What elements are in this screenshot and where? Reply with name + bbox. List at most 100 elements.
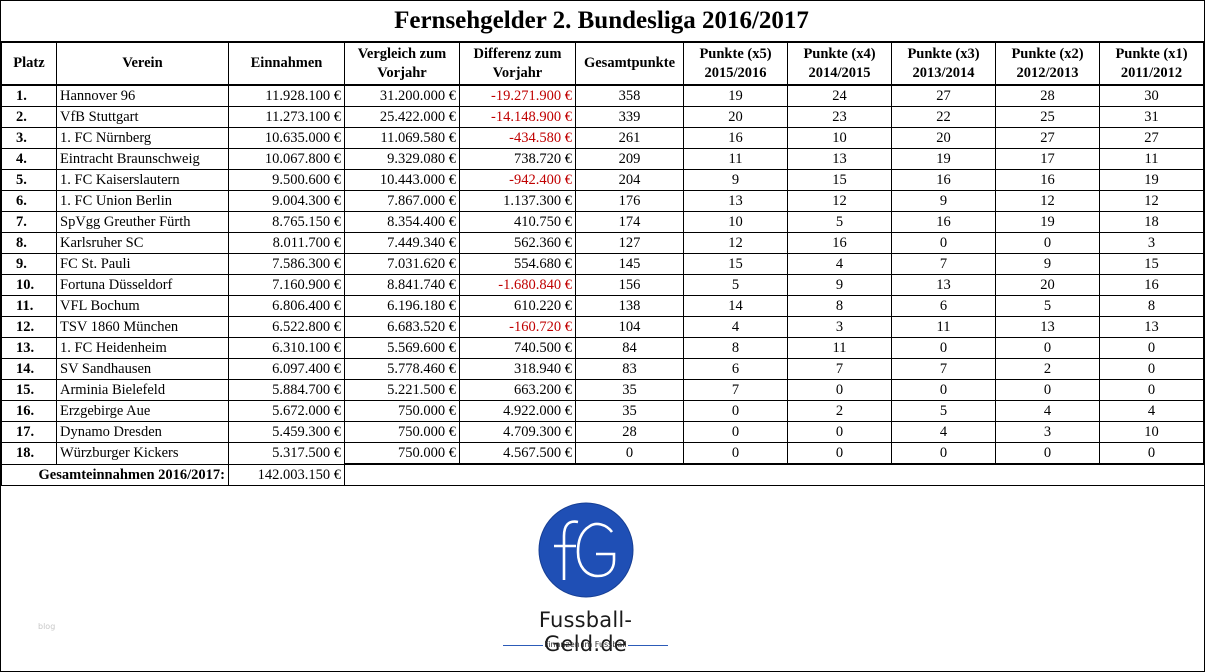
points-x3-cell: 22 bbox=[891, 106, 996, 128]
club-cell: VfB Stuttgart bbox=[56, 106, 229, 128]
difference-cell: 4.567.500 € bbox=[459, 442, 576, 465]
total-points-cell: 174 bbox=[575, 211, 684, 233]
column-header-line2: 2015/2016 bbox=[704, 64, 767, 81]
difference-cell: -19.271.900 € bbox=[459, 84, 576, 107]
points-x3-cell: 0 bbox=[891, 337, 996, 359]
income-cell: 5.459.300 € bbox=[228, 421, 345, 443]
income-cell: 8.765.150 € bbox=[228, 211, 345, 233]
column-header-line1: Platz bbox=[13, 55, 45, 71]
previous-year-cell: 8.354.400 € bbox=[344, 211, 460, 233]
income-cell: 6.097.400 € bbox=[228, 358, 345, 380]
points-x5-cell: 4 bbox=[683, 316, 788, 338]
previous-year-cell: 7.449.340 € bbox=[344, 232, 460, 254]
points-x4-cell: 24 bbox=[787, 84, 892, 107]
club-cell: Erzgebirge Aue bbox=[56, 400, 229, 422]
points-x4-cell: 7 bbox=[787, 358, 892, 380]
difference-cell: 318.940 € bbox=[459, 358, 576, 380]
points-x5-cell: 9 bbox=[683, 169, 788, 191]
points-x3-cell: 19 bbox=[891, 148, 996, 170]
difference-cell: -160.720 € bbox=[459, 316, 576, 338]
column-header-line1: Punkte (x3) bbox=[907, 45, 980, 62]
income-cell: 6.522.800 € bbox=[228, 316, 345, 338]
watermark: blog bbox=[38, 622, 56, 631]
income-cell: 5.672.000 € bbox=[228, 400, 345, 422]
column-header-line1: Punkte (x2) bbox=[1011, 45, 1084, 62]
points-x5-cell: 19 bbox=[683, 84, 788, 107]
points-x4-cell: 0 bbox=[787, 442, 892, 465]
points-x5-cell: 11 bbox=[683, 148, 788, 170]
points-x5-cell: 0 bbox=[683, 400, 788, 422]
points-x2-cell: 25 bbox=[995, 106, 1100, 128]
total-points-cell: 0 bbox=[575, 442, 684, 465]
points-x2-cell: 2 bbox=[995, 358, 1100, 380]
points-x2-cell: 3 bbox=[995, 421, 1100, 443]
points-x3-cell: 16 bbox=[891, 211, 996, 233]
points-x5-cell: 12 bbox=[683, 232, 788, 254]
points-x2-cell: 27 bbox=[995, 127, 1100, 149]
points-x2-cell: 16 bbox=[995, 169, 1100, 191]
total-points-cell: 83 bbox=[575, 358, 684, 380]
previous-year-cell: 11.069.580 € bbox=[344, 127, 460, 149]
points-x3-cell: 20 bbox=[891, 127, 996, 149]
income-cell: 11.273.100 € bbox=[228, 106, 345, 128]
points-x5-cell: 20 bbox=[683, 106, 788, 128]
total-points-cell: 358 bbox=[575, 84, 684, 107]
points-x2-cell: 9 bbox=[995, 253, 1100, 275]
points-x3-cell: 11 bbox=[891, 316, 996, 338]
previous-year-cell: 750.000 € bbox=[344, 421, 460, 443]
column-header: Differenz zum Vorjahr bbox=[459, 41, 576, 86]
points-x3-cell: 7 bbox=[891, 253, 996, 275]
points-x2-cell: 28 bbox=[995, 84, 1100, 107]
difference-cell: 4.709.300 € bbox=[459, 421, 576, 443]
points-x1-cell: 10 bbox=[1099, 421, 1204, 443]
club-cell: 1. FC Union Berlin bbox=[56, 190, 229, 212]
points-x1-cell: 0 bbox=[1099, 442, 1204, 465]
rank-cell: 5. bbox=[1, 169, 57, 191]
previous-year-cell: 750.000 € bbox=[344, 442, 460, 465]
previous-year-cell: 31.200.000 € bbox=[344, 84, 460, 107]
points-x3-cell: 0 bbox=[891, 379, 996, 401]
column-header: Punkte (x2) 2012/2013 bbox=[995, 41, 1100, 86]
points-x1-cell: 11 bbox=[1099, 148, 1204, 170]
previous-year-cell: 10.443.000 € bbox=[344, 169, 460, 191]
previous-year-cell: 25.422.000 € bbox=[344, 106, 460, 128]
difference-cell: 740.500 € bbox=[459, 337, 576, 359]
points-x1-cell: 0 bbox=[1099, 379, 1204, 401]
rank-cell: 8. bbox=[1, 232, 57, 254]
rank-cell: 14. bbox=[1, 358, 57, 380]
points-x4-cell: 13 bbox=[787, 148, 892, 170]
club-cell: VFL Bochum bbox=[56, 295, 229, 317]
total-points-cell: 261 bbox=[575, 127, 684, 149]
previous-year-cell: 5.778.460 € bbox=[344, 358, 460, 380]
points-x5-cell: 15 bbox=[683, 253, 788, 275]
table-row: 11. VFL Bochum 6.806.400 €6.196.180 €610.2… bbox=[1, 295, 1204, 317]
points-x2-cell: 19 bbox=[995, 211, 1100, 233]
column-header: Punkte (x4) 2014/2015 bbox=[787, 41, 892, 86]
points-x4-cell: 4 bbox=[787, 253, 892, 275]
rank-cell: 13. bbox=[1, 337, 57, 359]
points-x4-cell: 10 bbox=[787, 127, 892, 149]
column-header: Punkte (x3) 2013/2014 bbox=[891, 41, 996, 86]
points-x2-cell: 13 bbox=[995, 316, 1100, 338]
column-header-line2: Vorjahr bbox=[492, 64, 543, 81]
points-x4-cell: 16 bbox=[787, 232, 892, 254]
table-row: 7. SpVgg Greuther Fürth 8.765.150 €8.354.4… bbox=[1, 211, 1204, 233]
rank-cell: 4. bbox=[1, 148, 57, 170]
club-cell: 1. FC Kaiserslautern bbox=[56, 169, 229, 191]
tagline-text: Finanzen im Fussball bbox=[544, 640, 627, 649]
rank-cell: 1. bbox=[1, 84, 57, 107]
points-x5-cell: 16 bbox=[683, 127, 788, 149]
points-x2-cell: 0 bbox=[995, 232, 1100, 254]
rank-cell: 7. bbox=[1, 211, 57, 233]
income-cell: 9.004.300 € bbox=[228, 190, 345, 212]
table-row: 16. Erzgebirge Aue 5.672.000 €750.000 €4.9… bbox=[1, 400, 1204, 422]
rank-cell: 6. bbox=[1, 190, 57, 212]
points-x3-cell: 13 bbox=[891, 274, 996, 296]
income-cell: 7.586.300 € bbox=[228, 253, 345, 275]
points-x3-cell: 0 bbox=[891, 232, 996, 254]
rank-cell: 9. bbox=[1, 253, 57, 275]
rank-cell: 16. bbox=[1, 400, 57, 422]
total-points-cell: 339 bbox=[575, 106, 684, 128]
difference-cell: -14.148.900 € bbox=[459, 106, 576, 128]
points-x3-cell: 4 bbox=[891, 421, 996, 443]
